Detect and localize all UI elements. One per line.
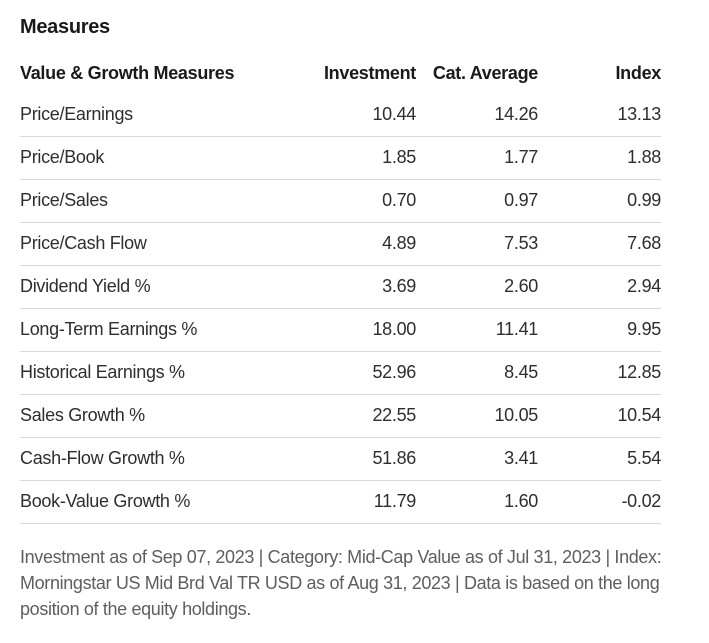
table-row: Cash-Flow Growth % 51.86 3.41 5.54: [20, 437, 661, 481]
index-value: 7.68: [538, 222, 661, 266]
index-value: 5.54: [538, 437, 661, 481]
table-row: Long-Term Earnings % 18.00 11.41 9.95: [20, 308, 661, 352]
table-header-row: Value & Growth Measures Investment Cat. …: [20, 63, 661, 93]
cat-average-value: 0.97: [416, 179, 538, 223]
cat-average-value: 1.77: [416, 136, 538, 180]
section-title: Measures: [20, 16, 110, 38]
measure-label: Long-Term Earnings %: [20, 308, 296, 352]
column-header-measures: Value & Growth Measures: [20, 63, 235, 83]
measure-label: Book-Value Growth %: [20, 480, 296, 524]
measure-label: Cash-Flow Growth %: [20, 437, 296, 481]
footnote: Investment as of Sep 07, 2023 | Category…: [20, 546, 662, 619]
measure-label: Price/Earnings: [20, 93, 296, 137]
measures-panel: Measures Value & Growth Measures Investm…: [20, 16, 690, 622]
table-row: Dividend Yield % 3.69 2.60 2.94: [20, 265, 661, 309]
table-row: Price/Cash Flow 4.89 7.53 7.68: [20, 222, 661, 266]
table-row: Sales Growth % 22.55 10.05 10.54: [20, 394, 661, 438]
cat-average-value: 3.41: [416, 437, 538, 481]
value-growth-measures-table: Value & Growth Measures Investment Cat. …: [20, 63, 661, 524]
cat-average-value: 14.26: [416, 93, 538, 137]
cat-average-value: 11.41: [416, 308, 538, 352]
measure-label: Dividend Yield %: [20, 265, 296, 309]
index-value: 10.54: [538, 394, 661, 438]
investment-value: 4.89: [296, 222, 416, 266]
cat-average-value: 10.05: [416, 394, 538, 438]
table-row: Historical Earnings % 52.96 8.45 12.85: [20, 351, 661, 395]
investment-value: 1.85: [296, 136, 416, 180]
cat-average-value: 7.53: [416, 222, 538, 266]
measure-label: Historical Earnings %: [20, 351, 296, 395]
measure-label: Price/Book: [20, 136, 296, 180]
column-header-index: Index: [615, 63, 661, 83]
investment-value: 10.44: [296, 93, 416, 137]
table-row: Price/Earnings 10.44 14.26 13.13: [20, 93, 661, 137]
cat-average-value: 2.60: [416, 265, 538, 309]
investment-value: 51.86: [296, 437, 416, 481]
index-value: 12.85: [538, 351, 661, 395]
measure-label: Sales Growth %: [20, 394, 296, 438]
measure-label: Price/Cash Flow: [20, 222, 296, 266]
index-value: 0.99: [538, 179, 661, 223]
index-value: 1.88: [538, 136, 661, 180]
investment-value: 11.79: [296, 480, 416, 524]
investment-value: 18.00: [296, 308, 416, 352]
table-row: Price/Book 1.85 1.77 1.88: [20, 136, 661, 180]
index-value: 9.95: [538, 308, 661, 352]
table-row: Book-Value Growth % 11.79 1.60 -0.02: [20, 480, 661, 524]
index-value: -0.02: [538, 480, 661, 524]
index-value: 13.13: [538, 93, 661, 137]
cat-average-value: 8.45: [416, 351, 538, 395]
column-header-cat-average: Cat. Average: [432, 63, 538, 83]
table-row: Price/Sales 0.70 0.97 0.99: [20, 179, 661, 223]
investment-value: 22.55: [296, 394, 416, 438]
measure-label: Price/Sales: [20, 179, 296, 223]
investment-value: 0.70: [296, 179, 416, 223]
investment-value: 52.96: [296, 351, 416, 395]
column-header-investment: Investment: [323, 63, 416, 83]
cat-average-value: 1.60: [416, 480, 538, 524]
index-value: 2.94: [538, 265, 661, 309]
investment-value: 3.69: [296, 265, 416, 309]
